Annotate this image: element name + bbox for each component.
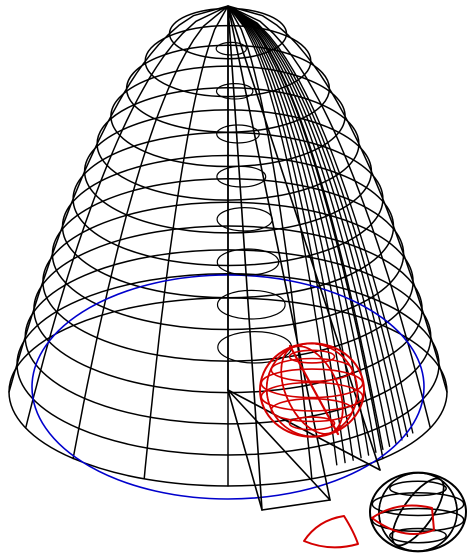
dome-meridian [72,5,229,460]
small-sphere-latitude [389,527,447,544]
dome-dense-meridian [227,5,354,461]
wedge-edge [227,5,381,471]
red-sphere-latitude [260,381,364,412]
dome-dense-meridian [227,5,409,438]
dome-meridian [227,5,448,393]
red-sphere-longitude [265,342,359,438]
wedge-ring [215,41,247,56]
dome-dense-meridian [227,5,397,444]
red-sphere-wireframe[interactable] [251,329,372,452]
dome-meridian [8,5,229,393]
wedge-edge [227,5,263,511]
small-sphere-wireframe[interactable] [364,457,469,558]
red-sphere-latitude [260,368,364,399]
dome-meridian [227,5,384,460]
cut-wedge-surface[interactable] [215,5,381,511]
wedge-ring [216,207,273,232]
wedge-ring [216,165,267,188]
red-sphere-axis [288,344,340,436]
dome-meridian [24,5,229,429]
wedge-ring [216,248,280,276]
dome-meridian [227,5,313,480]
dome-wireframe[interactable] [8,5,448,487]
dome-dense-meridian [227,5,414,434]
wedge-ring [216,289,286,320]
dome-dense-meridian [227,5,384,451]
small-sphere-latitude [371,507,465,533]
dome-meridian [143,5,229,480]
dome-dense-meridian [227,5,346,464]
dome-dense-meridian [227,5,338,466]
red-sector-profile[interactable] [303,515,359,549]
small-sphere-longitude [378,471,458,553]
wedge-edge [227,389,331,501]
dome-dense-meridian [227,5,403,441]
dome-dense-meridian [227,5,391,447]
small-sphere-red-cut [371,504,435,535]
wedge-ring [215,83,254,100]
small-sphere-latitude [389,480,447,497]
dome-meridian [227,5,432,429]
wedge-ring [216,124,260,144]
dome-dense-meridian [227,5,362,459]
small-sphere-latitude [371,491,465,517]
wedge-edge [261,499,331,511]
